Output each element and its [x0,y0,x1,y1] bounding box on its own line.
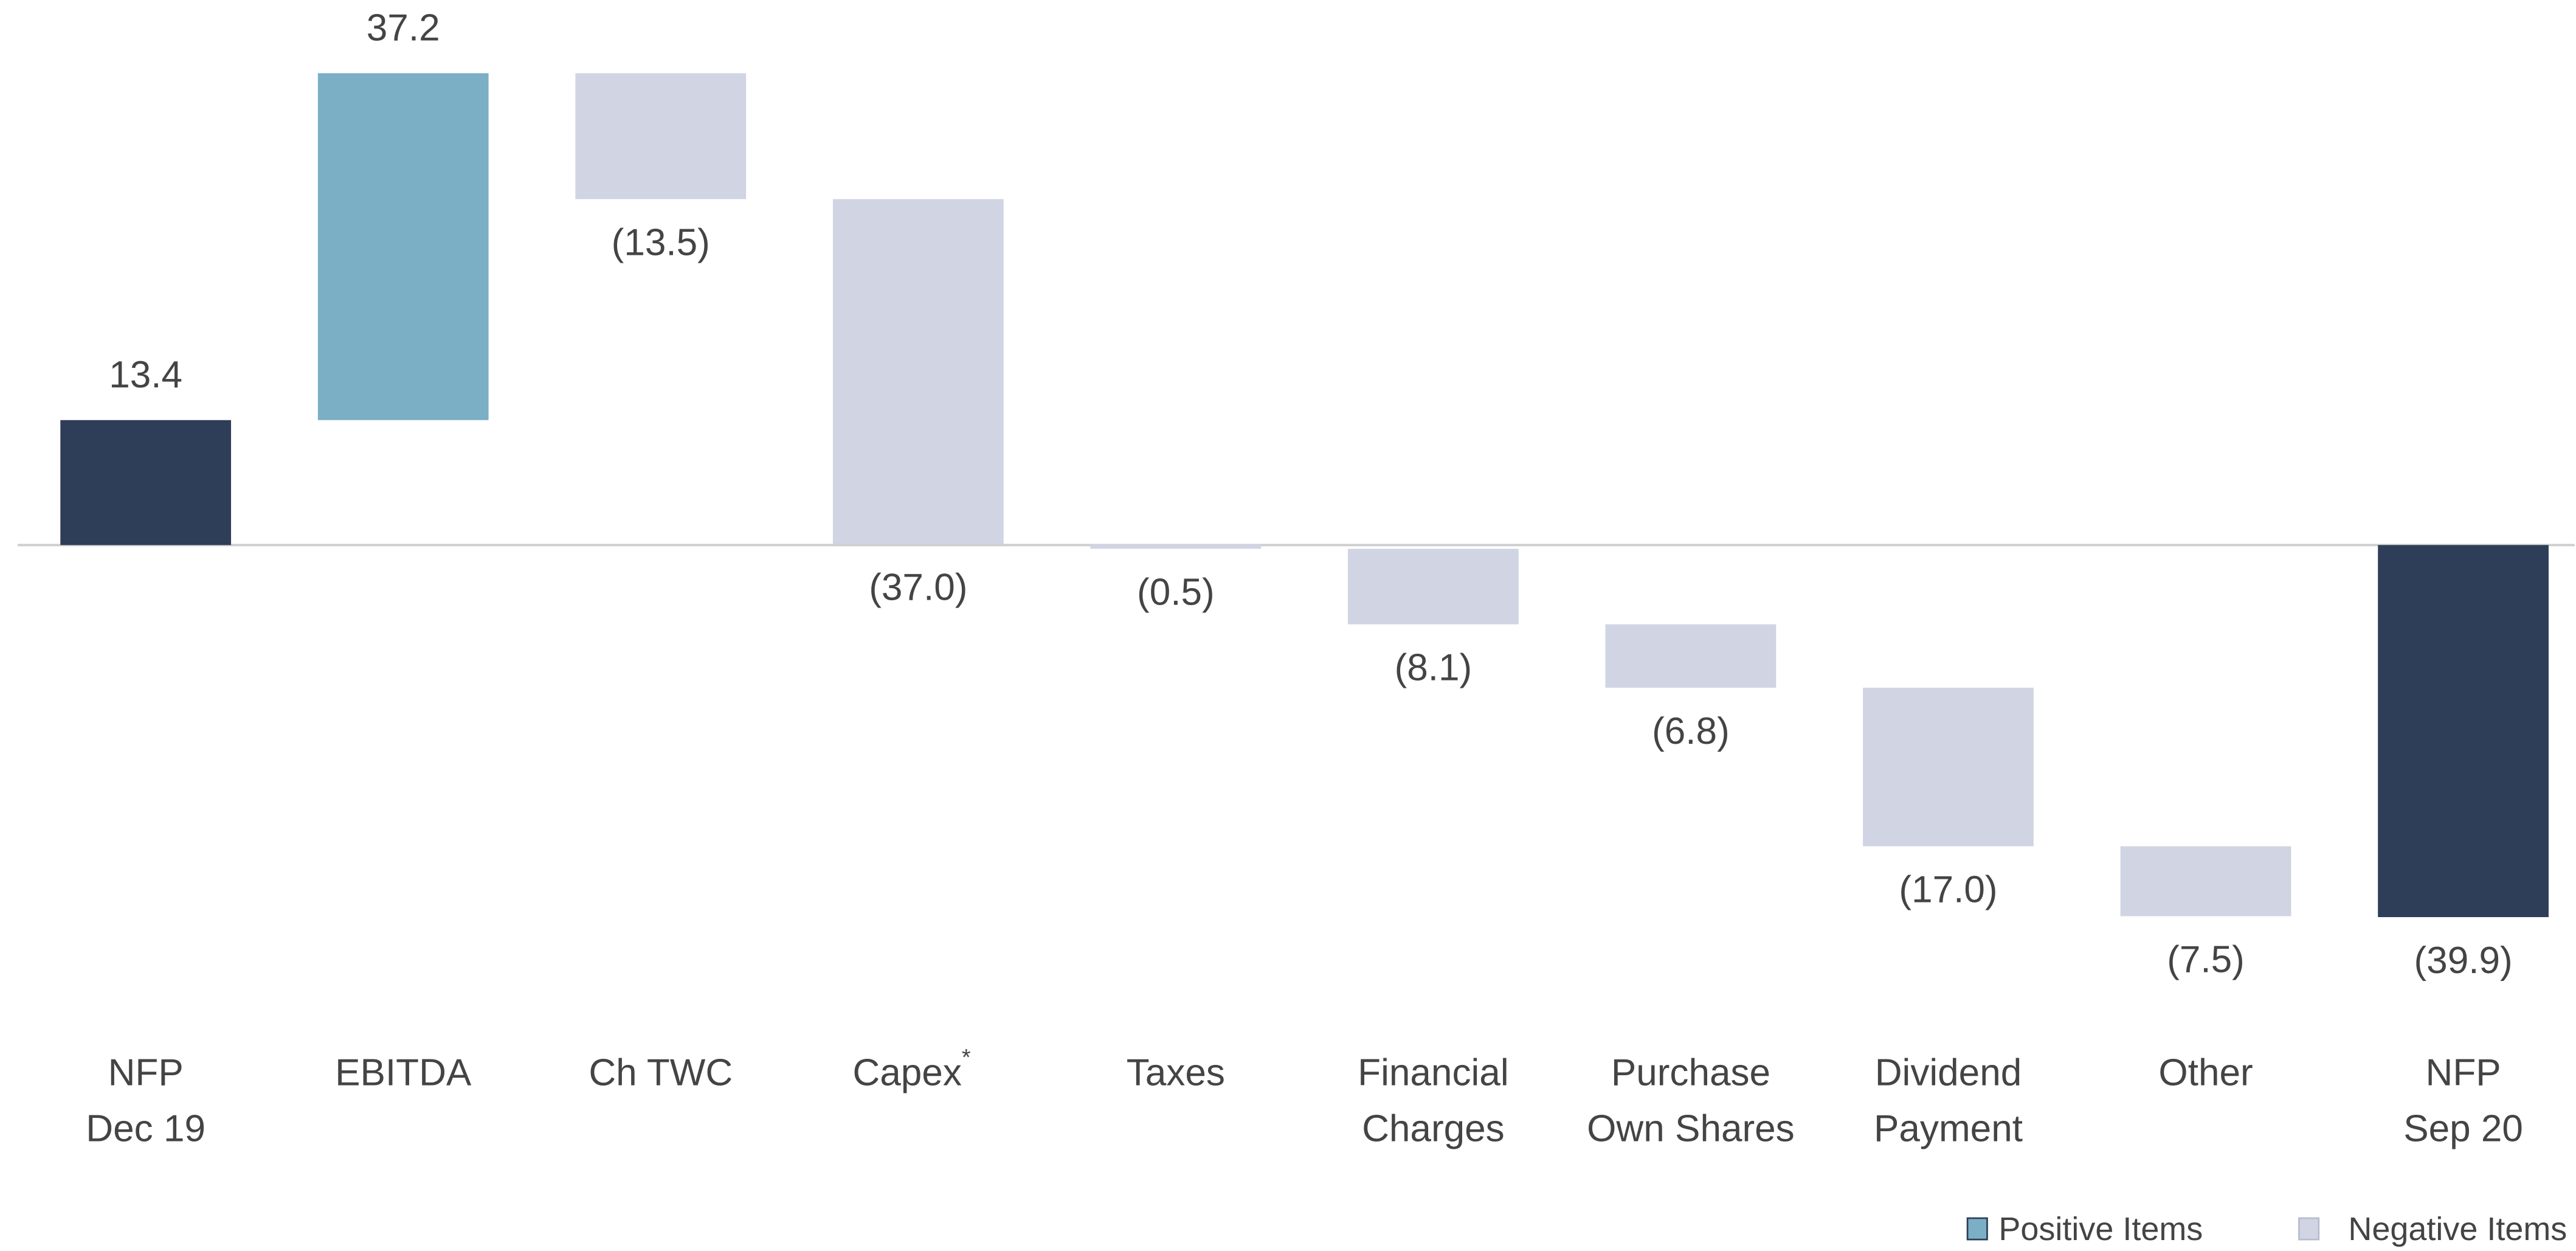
value-label: (13.5) [612,221,710,263]
value-label: (6.8) [1652,710,1730,752]
legend-swatch [2298,1217,2320,1241]
value-label: (7.5) [2167,938,2245,980]
value-label: (8.1) [1395,647,1473,689]
x-tick-label: NFP [2426,1052,2501,1094]
x-tick-label: Sep 20 [2403,1107,2523,1149]
x-tick-label: Own Shares [1587,1107,1795,1149]
bar [832,199,1004,544]
legend-label: Negative Items [2348,1211,2567,1247]
bar [1090,544,1262,549]
bar [575,73,747,199]
bar [317,73,489,420]
legend-swatch [1966,1217,1988,1241]
bar [2120,846,2291,917]
x-tick-label: EBITDA [335,1052,472,1094]
value-label: 37.2 [367,7,440,49]
value-label: 13.4 [109,354,182,396]
x-tick-label: Purchase [1611,1052,1770,1094]
x-tick-label: Other [2158,1052,2253,1094]
bar [2378,545,2549,918]
x-tick-label: Charges [1362,1107,1505,1149]
bar [1348,549,1519,625]
x-tick-label: NFP [108,1052,184,1094]
x-tick-label: Taxes [1127,1052,1225,1094]
bar [1605,624,1777,688]
x-tick-label: Dividend [1875,1052,2022,1094]
x-tick-label: Capex* [852,1045,970,1093]
value-label: (0.5) [1137,571,1215,613]
bar [1863,687,2034,847]
x-tick-label: Payment [1874,1107,2023,1149]
x-tick-label: Ch TWC [589,1052,733,1094]
value-label: (39.9) [2414,940,2513,982]
x-tick-label: Dec 19 [86,1107,205,1149]
value-label: (17.0) [1899,868,1997,910]
legend-label: Positive Items [1998,1211,2203,1247]
superscript: * [962,1045,971,1070]
x-tick-label: Financial [1358,1052,1508,1094]
bar [60,420,232,546]
value-label: (37.0) [869,567,967,609]
